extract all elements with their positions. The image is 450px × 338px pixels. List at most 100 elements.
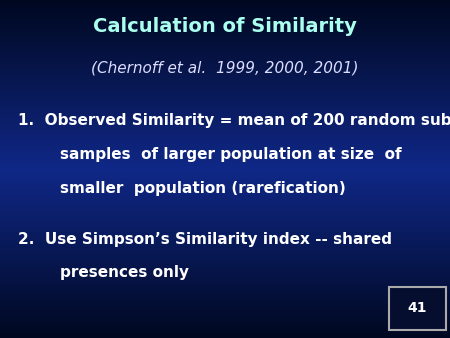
- Bar: [0, 255, 450, 257]
- Bar: [0, 206, 450, 208]
- Bar: [0, 281, 450, 282]
- Bar: [0, 25, 450, 27]
- Bar: [0, 130, 450, 132]
- Bar: [0, 105, 450, 106]
- Bar: [0, 90, 450, 91]
- Bar: [0, 63, 450, 64]
- Bar: [0, 22, 450, 24]
- Bar: [0, 171, 450, 172]
- Bar: [0, 113, 450, 115]
- Bar: [0, 47, 450, 49]
- Bar: [0, 232, 450, 233]
- Bar: [0, 316, 450, 318]
- Bar: [0, 122, 450, 123]
- Bar: [0, 269, 450, 270]
- Bar: [0, 299, 450, 301]
- Bar: [0, 309, 450, 311]
- Bar: [0, 137, 450, 139]
- Bar: [0, 226, 450, 228]
- Bar: [0, 242, 450, 243]
- Text: 1.  Observed Similarity = mean of 200 random sub-: 1. Observed Similarity = mean of 200 ran…: [18, 113, 450, 128]
- Bar: [0, 35, 450, 37]
- Text: Calculation of Similarity: Calculation of Similarity: [93, 17, 357, 36]
- Bar: [0, 123, 450, 125]
- Bar: [0, 321, 450, 323]
- Bar: [0, 264, 450, 265]
- Bar: [0, 259, 450, 260]
- Bar: [0, 42, 450, 44]
- Bar: [0, 154, 450, 155]
- Bar: [0, 115, 450, 117]
- Bar: [0, 125, 450, 127]
- Bar: [0, 314, 450, 316]
- Bar: [0, 243, 450, 245]
- Bar: [0, 134, 450, 135]
- Bar: [0, 8, 450, 10]
- Bar: [0, 216, 450, 218]
- Bar: [0, 304, 450, 306]
- Bar: [0, 286, 450, 287]
- Bar: [0, 292, 450, 294]
- Bar: [0, 238, 450, 240]
- Bar: [0, 110, 450, 112]
- Bar: [0, 199, 450, 201]
- Bar: [0, 140, 450, 142]
- Bar: [0, 198, 450, 199]
- Bar: [0, 30, 450, 32]
- Bar: [0, 189, 450, 191]
- Bar: [0, 108, 450, 110]
- Bar: [0, 112, 450, 113]
- Bar: [0, 184, 450, 186]
- Bar: [0, 204, 450, 206]
- Bar: [0, 57, 450, 59]
- Bar: [0, 78, 450, 79]
- Bar: [0, 71, 450, 73]
- Bar: [0, 277, 450, 279]
- Bar: [0, 183, 450, 184]
- Bar: [0, 149, 450, 150]
- Bar: [0, 51, 450, 52]
- Bar: [0, 86, 450, 88]
- Bar: [0, 44, 450, 46]
- Bar: [0, 162, 450, 164]
- Bar: [0, 174, 450, 176]
- Bar: [0, 147, 450, 149]
- Bar: [0, 145, 450, 147]
- Bar: [0, 179, 450, 181]
- Bar: [0, 188, 450, 189]
- Bar: [0, 248, 450, 250]
- Bar: [0, 7, 450, 8]
- Bar: [0, 93, 450, 95]
- Bar: [0, 203, 450, 204]
- Bar: [0, 330, 450, 331]
- Bar: [0, 128, 450, 130]
- Bar: [0, 208, 450, 210]
- Bar: [0, 132, 450, 134]
- Bar: [0, 32, 450, 34]
- Bar: [0, 311, 450, 313]
- Bar: [0, 223, 450, 225]
- Text: (Chernoff et al.  1999, 2000, 2001): (Chernoff et al. 1999, 2000, 2001): [91, 61, 359, 76]
- Bar: [0, 83, 450, 84]
- Bar: [0, 52, 450, 54]
- Bar: [0, 201, 450, 203]
- Bar: [0, 144, 450, 145]
- Bar: [0, 14, 450, 15]
- Text: samples  of larger population at size  of: samples of larger population at size of: [18, 147, 401, 162]
- Bar: [0, 29, 450, 30]
- Bar: [0, 68, 450, 69]
- Bar: [0, 297, 450, 299]
- Bar: [0, 296, 450, 297]
- Bar: [0, 101, 450, 103]
- Bar: [0, 159, 450, 161]
- Bar: [0, 313, 450, 314]
- Bar: [0, 79, 450, 81]
- Bar: [0, 193, 450, 194]
- Bar: [0, 39, 450, 41]
- Bar: [0, 331, 450, 333]
- Bar: [0, 46, 450, 47]
- Bar: [0, 328, 450, 330]
- Bar: [0, 301, 450, 303]
- Bar: [0, 66, 450, 68]
- Text: 2.  Use Simpson’s Similarity index -- shared: 2. Use Simpson’s Similarity index -- sha…: [18, 232, 392, 246]
